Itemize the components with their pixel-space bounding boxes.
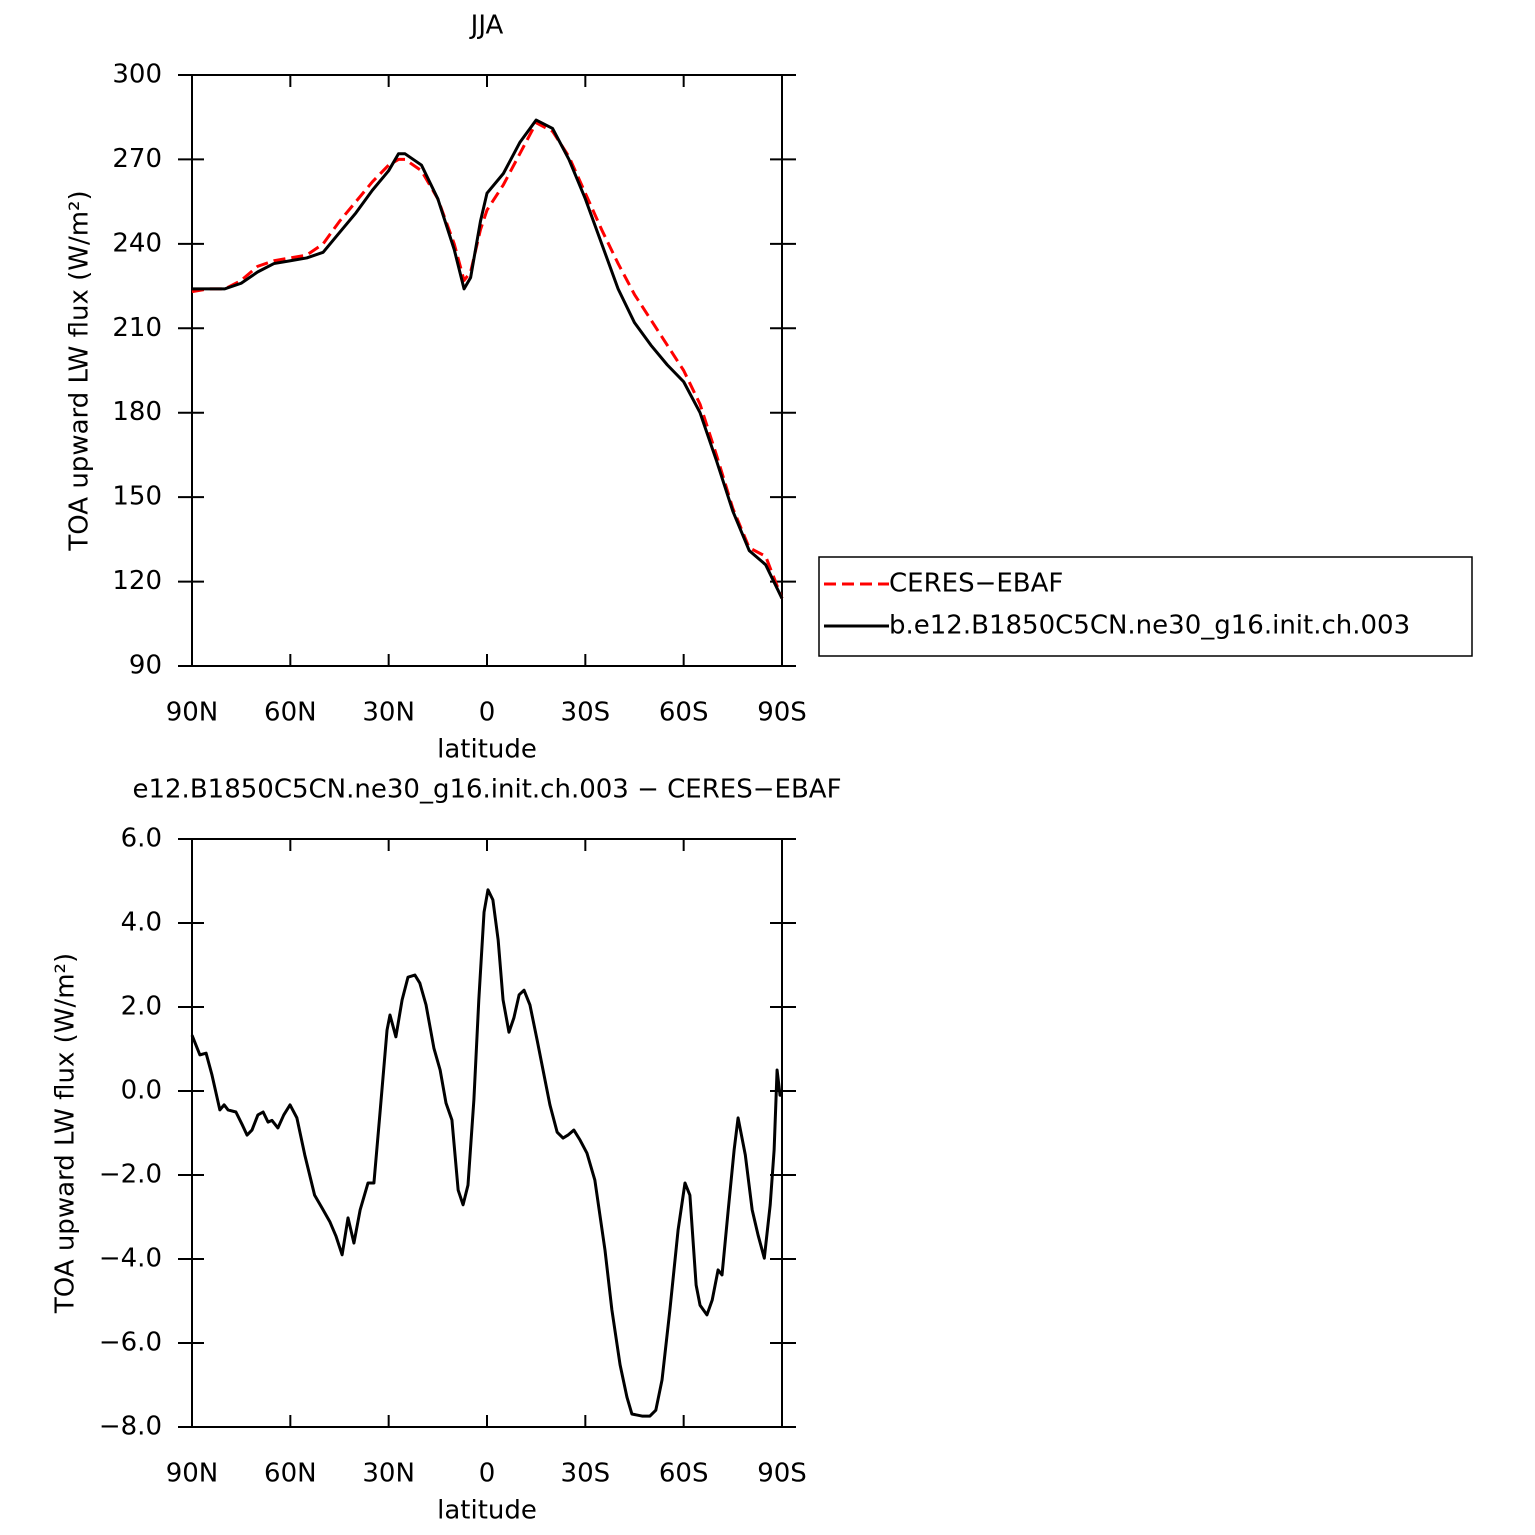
- y-tick-label: 300: [112, 60, 162, 90]
- x-tick-label: 90S: [757, 698, 807, 728]
- x-tick-label: 90N: [166, 1459, 219, 1489]
- y-tick-label: 4.0: [121, 908, 162, 938]
- data-line: [190, 888, 782, 1418]
- x-tick-label: 60N: [264, 1459, 317, 1489]
- y-tick-label: 90: [129, 651, 162, 681]
- y-tick-label: 6.0: [121, 824, 162, 854]
- x-tick-label: 90N: [166, 698, 219, 728]
- plot-frame: [191, 74, 783, 667]
- y-axis-label: TOA upward LW flux (W/m²): [65, 190, 95, 551]
- legend-box: [818, 556, 1473, 657]
- x-tick-label: 60S: [659, 1459, 709, 1489]
- y-tick-label: 270: [112, 144, 162, 174]
- x-tick-label: 60N: [264, 698, 317, 728]
- plot-frame: [191, 838, 783, 1428]
- x-tick-label: 30S: [561, 1459, 611, 1489]
- x-tick-label: 30N: [362, 1459, 415, 1489]
- chart-title: e12.B1850C5CN.ne30_g16.init.ch.003 − CER…: [132, 775, 841, 805]
- x-axis-label: latitude: [437, 1496, 537, 1526]
- x-tick-label: 90S: [757, 1459, 807, 1489]
- legend-label: CERES−EBAF: [889, 569, 1063, 599]
- y-tick-label: −6.0: [99, 1328, 162, 1358]
- y-tick-label: 240: [112, 228, 162, 258]
- chart-title: JJA: [469, 11, 504, 41]
- x-tick-label: 0: [479, 698, 496, 728]
- y-tick-label: 0.0: [121, 1076, 162, 1106]
- y-tick-label: −8.0: [99, 1412, 162, 1442]
- y-tick-label: 2.0: [121, 992, 162, 1022]
- y-tick-label: 180: [112, 397, 162, 427]
- y-tick-label: −2.0: [99, 1160, 162, 1190]
- x-axis-label: latitude: [437, 735, 537, 765]
- x-tick-label: 30N: [362, 698, 415, 728]
- x-tick-label: 60S: [659, 698, 709, 728]
- y-tick-label: 210: [112, 313, 162, 343]
- y-tick-label: 150: [112, 482, 162, 512]
- y-tick-label: 120: [112, 566, 162, 596]
- legend-label: b.e12.B1850C5CN.ne30_g16.init.ch.003: [889, 611, 1410, 641]
- y-tick-label: −4.0: [99, 1244, 162, 1274]
- y-axis-label: TOA upward LW flux (W/m²): [51, 953, 81, 1314]
- x-tick-label: 30S: [561, 698, 611, 728]
- data-line: [192, 118, 784, 600]
- x-tick-label: 0: [479, 1459, 496, 1489]
